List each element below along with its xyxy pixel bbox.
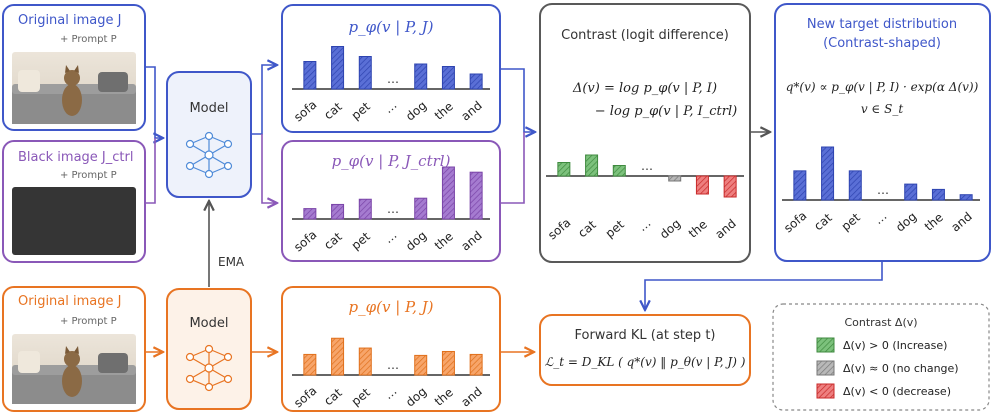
contrast-title: Contrast (logit difference) xyxy=(561,28,729,43)
bar-and xyxy=(469,73,483,90)
legend-label-decrease: Δ(v) < 0 (decrease) xyxy=(843,385,951,398)
bar-sofa xyxy=(793,170,807,201)
legend-swatch-increase xyxy=(816,337,835,353)
input-card-original-bottom: Original image J + Prompt P xyxy=(2,286,146,412)
bar-cat xyxy=(585,154,599,177)
target-to-kl-arrow xyxy=(645,261,883,310)
legend-swatch-decrease xyxy=(816,383,835,399)
bar-and xyxy=(469,353,483,376)
forward-kl-formula: ℒ_t = D_KL ( q*(v) ‖ p_θ(v | P, J) ) xyxy=(545,355,746,369)
panel-orange-formula: p_φ(v | P, J) xyxy=(349,298,434,316)
cat-photo-image xyxy=(12,334,136,404)
input-title-original-bottom: Original image J xyxy=(18,294,121,309)
bar-the xyxy=(931,188,945,201)
input-card-black: Black image J_ctrl + Prompt P xyxy=(2,140,146,263)
chart-ellipsis: … xyxy=(387,72,399,86)
legend-title: Contrast Δ(v) xyxy=(844,316,917,329)
bar-and xyxy=(959,194,973,201)
network-icon xyxy=(185,344,233,392)
contrast-formula-line1: Δ(v) = log p_φ(v | P, I) xyxy=(572,81,717,96)
input-title-black: Black image J_ctrl xyxy=(18,150,133,165)
input-card-original-top: Original image J + Prompt P xyxy=(2,4,146,131)
bar-cat xyxy=(331,203,345,220)
panel-purple-formula: p_φ(v | P, J_ctrl) xyxy=(332,152,451,170)
chart-ellipsis: … xyxy=(387,358,399,372)
bar-the xyxy=(441,166,455,220)
bar-sofa xyxy=(303,61,317,90)
prompt-label-top: + Prompt P xyxy=(60,34,117,45)
target-distribution-box: New target distribution (Contrast-shaped… xyxy=(774,3,991,262)
legend-label-increase: Δ(v) > 0 (Increase) xyxy=(843,339,947,352)
bar-pet xyxy=(848,170,862,201)
model-label-top: Model xyxy=(189,101,228,116)
bar-dog xyxy=(414,197,428,220)
bar-cat xyxy=(821,146,835,201)
legend-swatch-no-change xyxy=(816,360,835,376)
chart-ellipsis: … xyxy=(387,202,399,216)
contrast-box: Contrast (logit difference) Δ(v) = log p… xyxy=(539,3,751,263)
panel-to-contrast-arrows xyxy=(500,68,535,352)
bar-pet xyxy=(612,165,626,177)
bar-pet xyxy=(358,347,372,376)
bar-cat xyxy=(331,46,345,90)
bar-pet xyxy=(358,56,372,90)
forward-kl-box: Forward KL (at step t) ℒ_t = D_KL ( q*(v… xyxy=(539,314,751,386)
black-image xyxy=(12,187,136,255)
bar-sofa xyxy=(303,208,317,220)
bar-pet xyxy=(358,198,372,220)
panel-blue-distribution: p_φ(v | P, J) sofa cat pet…… dog the and xyxy=(281,4,501,133)
target-title-line2: (Contrast-shaped) xyxy=(823,36,941,51)
ema-label: EMA xyxy=(218,255,245,269)
chart-ellipsis: … xyxy=(641,159,653,173)
bar-the xyxy=(441,350,455,376)
target-title-line1: New target distribution xyxy=(807,17,957,32)
bar-the xyxy=(441,66,455,90)
model-label-bottom: Model xyxy=(189,316,228,331)
contrast-legend: Contrast Δ(v) Δ(v) > 0 (Increase) Δ(v) ≈… xyxy=(772,303,990,411)
prompt-label-bottom: + Prompt P xyxy=(60,316,117,327)
model-to-panel-arrows xyxy=(251,65,277,352)
cat-photo-image xyxy=(12,52,136,124)
panel-blue-formula: p_φ(v | P, J) xyxy=(349,18,434,36)
bar-and xyxy=(469,171,483,220)
bar-the xyxy=(695,175,709,195)
panel-purple-distribution: p_φ(v | P, J_ctrl) sofa cat pet…… dog the and xyxy=(281,140,501,262)
bar-cat xyxy=(331,337,345,376)
forward-kl-title: Forward KL (at step t) xyxy=(574,328,715,343)
bar-sofa xyxy=(557,162,571,177)
bar-dog xyxy=(414,63,428,90)
ema-arrow: EMA xyxy=(209,201,245,287)
legend-label-no-change: Δ(v) ≈ 0 (no change) xyxy=(843,362,959,375)
input-to-model-arrows xyxy=(145,66,163,352)
prompt-label-black: + Prompt P xyxy=(60,170,117,181)
bar-chart-orange: sofa cat pet…… dog the and xyxy=(291,337,490,410)
bar-dog xyxy=(904,183,918,201)
contrast-formula-line2: − log p_φ(v | P, I_ctrl) xyxy=(595,104,737,119)
bar-dog xyxy=(668,175,682,182)
chart-ellipsis: … xyxy=(877,183,889,197)
network-icon xyxy=(185,131,233,179)
target-formula-line2: v ∈ S_t xyxy=(861,102,904,116)
bar-dog xyxy=(414,354,428,376)
model-box-top: Model xyxy=(166,71,252,198)
model-box-bottom: Model xyxy=(166,288,252,410)
panel-orange-distribution: p_φ(v | P, J) sofa cat pet…… dog the and xyxy=(281,286,501,412)
bar-sofa xyxy=(303,353,317,376)
input-title-original-top: Original image J xyxy=(18,13,121,28)
bar-and xyxy=(723,175,737,198)
target-formula-line1: q*(v) ∝ p_φ(v | P, I) · exp(α Δ(v)) xyxy=(786,80,979,94)
